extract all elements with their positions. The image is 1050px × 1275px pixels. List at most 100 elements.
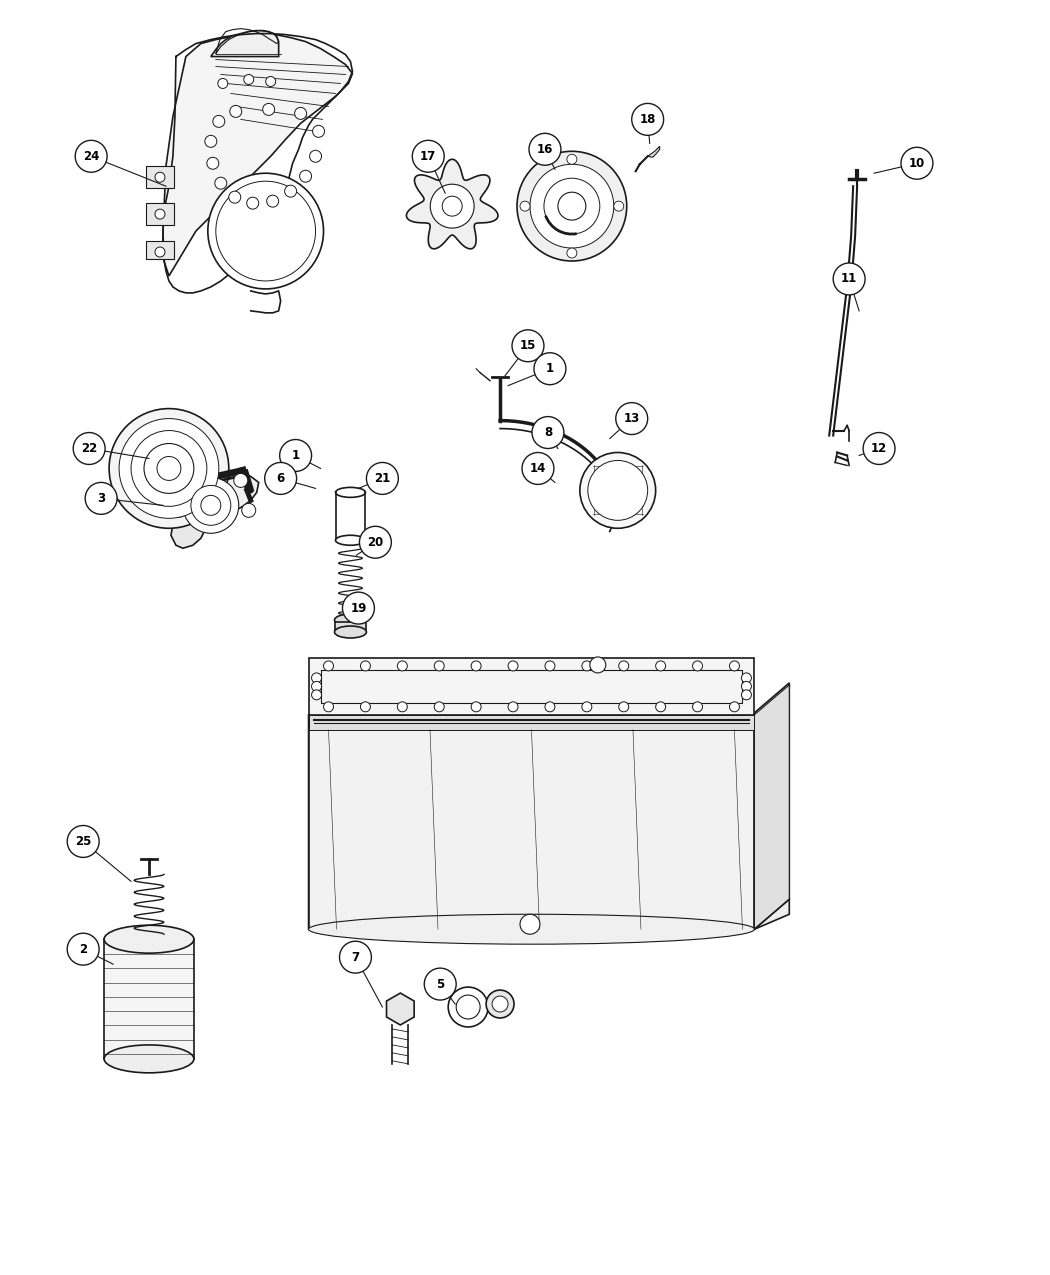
- Circle shape: [244, 74, 254, 84]
- Circle shape: [530, 164, 614, 249]
- Circle shape: [155, 247, 165, 258]
- Circle shape: [567, 249, 576, 258]
- Circle shape: [67, 825, 99, 857]
- Circle shape: [544, 179, 600, 235]
- Circle shape: [456, 994, 480, 1019]
- Ellipse shape: [336, 487, 365, 497]
- Text: 25: 25: [75, 835, 91, 848]
- Text: 1: 1: [546, 362, 554, 375]
- Polygon shape: [406, 159, 498, 249]
- Circle shape: [119, 418, 218, 519]
- Circle shape: [216, 181, 316, 280]
- Circle shape: [208, 173, 323, 289]
- Circle shape: [360, 660, 371, 671]
- Circle shape: [655, 660, 666, 671]
- Circle shape: [205, 135, 216, 148]
- Circle shape: [230, 106, 242, 117]
- Circle shape: [529, 134, 561, 166]
- Circle shape: [508, 701, 518, 711]
- Polygon shape: [754, 685, 790, 929]
- Circle shape: [215, 177, 227, 189]
- Circle shape: [522, 453, 554, 484]
- Circle shape: [76, 140, 107, 172]
- Circle shape: [144, 444, 194, 493]
- Text: 10: 10: [909, 157, 925, 170]
- Circle shape: [85, 482, 118, 514]
- Polygon shape: [309, 715, 754, 929]
- Circle shape: [435, 660, 444, 671]
- Circle shape: [834, 263, 865, 295]
- Polygon shape: [161, 470, 258, 514]
- Circle shape: [730, 660, 739, 671]
- Circle shape: [580, 453, 655, 528]
- Circle shape: [492, 996, 508, 1012]
- Text: 21: 21: [374, 472, 391, 484]
- Circle shape: [693, 701, 702, 711]
- Circle shape: [618, 701, 629, 711]
- Circle shape: [155, 172, 165, 182]
- Circle shape: [176, 478, 191, 492]
- Circle shape: [295, 107, 307, 120]
- Circle shape: [741, 681, 752, 691]
- Circle shape: [590, 657, 606, 673]
- Bar: [146, 203, 174, 226]
- Text: 18: 18: [639, 113, 656, 126]
- Circle shape: [247, 198, 258, 209]
- Circle shape: [901, 148, 932, 180]
- Circle shape: [342, 592, 375, 623]
- Circle shape: [520, 201, 530, 212]
- Polygon shape: [309, 658, 754, 715]
- Circle shape: [471, 701, 481, 711]
- Text: 13: 13: [624, 412, 639, 425]
- Circle shape: [588, 460, 648, 520]
- Ellipse shape: [104, 926, 194, 954]
- Circle shape: [207, 157, 218, 170]
- Circle shape: [310, 150, 321, 162]
- Polygon shape: [648, 147, 659, 157]
- Polygon shape: [309, 685, 790, 929]
- Text: 12: 12: [870, 442, 887, 455]
- Polygon shape: [386, 993, 414, 1025]
- Circle shape: [183, 477, 238, 533]
- Circle shape: [532, 417, 564, 449]
- Circle shape: [312, 673, 321, 683]
- Text: 5: 5: [436, 978, 444, 991]
- Circle shape: [582, 701, 592, 711]
- Text: 14: 14: [530, 462, 546, 476]
- Ellipse shape: [309, 914, 754, 945]
- Circle shape: [863, 432, 895, 464]
- Bar: [335, 622, 366, 630]
- Circle shape: [512, 330, 544, 362]
- Circle shape: [442, 196, 462, 217]
- Bar: [146, 241, 174, 259]
- Circle shape: [172, 504, 186, 518]
- Circle shape: [558, 193, 586, 221]
- Circle shape: [618, 660, 629, 671]
- Text: 16: 16: [537, 143, 553, 156]
- Text: 22: 22: [81, 442, 98, 455]
- Text: 1: 1: [292, 449, 299, 462]
- Circle shape: [545, 701, 554, 711]
- Circle shape: [312, 681, 321, 691]
- Circle shape: [279, 440, 312, 472]
- Text: 2: 2: [79, 942, 87, 956]
- Polygon shape: [211, 31, 278, 56]
- Circle shape: [313, 125, 324, 138]
- Bar: [104, 940, 194, 1058]
- Circle shape: [67, 933, 99, 965]
- Ellipse shape: [336, 536, 365, 546]
- Text: 8: 8: [544, 426, 552, 439]
- Circle shape: [285, 185, 296, 198]
- Circle shape: [265, 463, 296, 495]
- Circle shape: [366, 463, 398, 495]
- Circle shape: [312, 690, 321, 700]
- Circle shape: [131, 431, 207, 506]
- Text: 3: 3: [97, 492, 105, 505]
- Text: 24: 24: [83, 149, 100, 163]
- Ellipse shape: [335, 615, 366, 626]
- Circle shape: [448, 987, 488, 1026]
- Circle shape: [567, 154, 576, 164]
- Circle shape: [517, 152, 627, 261]
- Circle shape: [155, 209, 165, 219]
- Circle shape: [545, 660, 554, 671]
